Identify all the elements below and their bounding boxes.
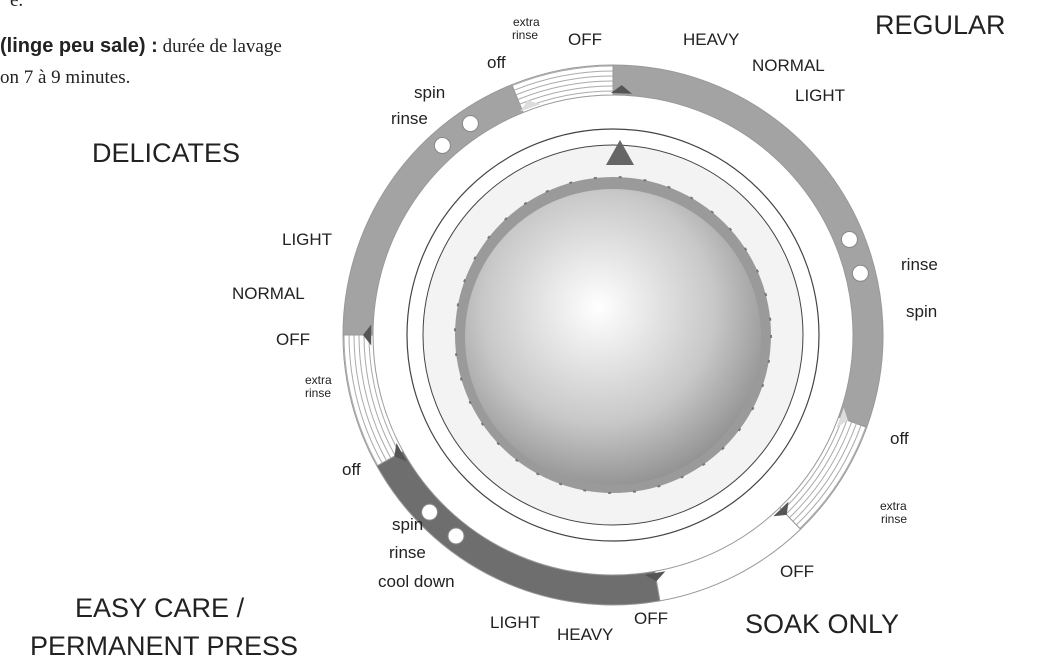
dial-label: spin (392, 515, 423, 534)
hatch-line (515, 75, 614, 96)
dial-label: rinse (389, 543, 426, 562)
hatch-line (343, 334, 379, 466)
dial-label: LIGHT (795, 86, 845, 105)
intro-line: (linge peu sale) : durée de lavage (0, 35, 282, 57)
step-icon (447, 527, 465, 545)
intro-line: e. (10, 0, 23, 11)
hatch-line (792, 423, 857, 522)
dial-label: off (342, 460, 361, 479)
dial-label: off (890, 429, 909, 448)
hatch-line (512, 65, 614, 87)
dial-label: off (487, 53, 506, 72)
step-icon (851, 264, 869, 282)
dial-label: rinse (391, 109, 428, 128)
cycle-name: DELICATES (92, 138, 240, 168)
knob (465, 189, 761, 485)
cycle-name: REGULAR (875, 10, 1006, 40)
hatch-line (353, 334, 387, 461)
dial-label: OFF (634, 609, 668, 628)
dial-ring (342, 64, 884, 606)
hatch-line (368, 334, 401, 454)
dial-label: NORMAL (232, 284, 305, 303)
dial-label: OFF (276, 330, 310, 349)
dial-label: extra (305, 373, 332, 387)
hatch-line (789, 421, 853, 519)
hatch-line (348, 334, 383, 464)
intro-bold: (linge peu sale) : (0, 35, 158, 57)
marker (836, 407, 848, 428)
hatch-line (363, 334, 396, 456)
marker (644, 571, 666, 582)
intro-rest: durée de lavage (158, 36, 282, 57)
cycle-name: PERMANENT PRESS (30, 631, 298, 661)
step-icon (433, 136, 451, 154)
hatch-line (513, 70, 614, 91)
pointer (606, 140, 634, 165)
dial-label: spin (414, 83, 445, 102)
dial-label: extra (513, 15, 540, 29)
dial-label: HEAVY (557, 625, 613, 644)
dial-label: OFF (568, 30, 602, 49)
dial-label: extra (880, 499, 907, 513)
intro-line: on 7 à 9 minutes. (0, 67, 130, 88)
dial-label: rinse (901, 255, 938, 274)
marker (394, 442, 407, 462)
dial-label: LIGHT (490, 613, 540, 632)
hatch-line (358, 334, 392, 459)
hatch-line (796, 425, 862, 526)
step-icon (461, 115, 479, 133)
marker (363, 324, 372, 346)
dial-label: OFF (780, 562, 814, 581)
hatch-line (517, 80, 614, 100)
dial-label: LIGHT (282, 230, 332, 249)
marker (610, 85, 632, 94)
dial-label: HEAVY (683, 30, 739, 49)
dial-label: rinse (512, 28, 538, 42)
dial-label: rinse (881, 512, 907, 526)
dial-label: rinse (305, 386, 331, 400)
cycle-name: EASY CARE / (75, 593, 245, 623)
dial-label: cool down (378, 572, 455, 591)
dial-label: NORMAL (752, 56, 825, 75)
cycle-name: SOAK ONLY (745, 609, 899, 639)
hatch-line (799, 426, 867, 529)
marker (520, 100, 541, 112)
step-icon (840, 230, 858, 248)
marker (773, 501, 789, 517)
hatch-line (782, 418, 843, 511)
dial-label: spin (906, 302, 937, 321)
step-icon (421, 503, 439, 521)
hatch-line (785, 419, 848, 515)
